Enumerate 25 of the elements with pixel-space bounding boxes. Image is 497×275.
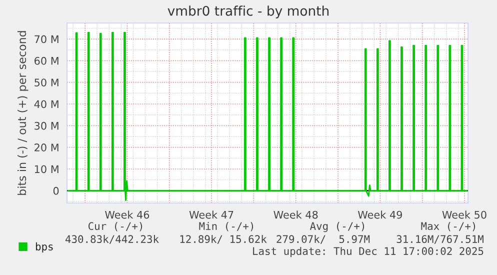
y-tick-label: 30 M — [34, 122, 58, 130]
y-tick-label: 0 — [53, 186, 59, 195]
y-tick-label: 20 M — [34, 144, 58, 152]
y-tick-label: 10 M — [34, 165, 58, 174]
x-tick-label: Week 48 — [274, 210, 318, 219]
text: Min (-/+) — [199, 222, 254, 232]
y-tick-label: 60 M — [34, 56, 58, 65]
text: 279.07k/ 5.97M — [276, 234, 370, 244]
legend-label: bps — [36, 242, 53, 253]
x-tick-label: Week 46 — [105, 210, 150, 219]
x-tick-label: Week 49 — [358, 210, 402, 219]
y-axis-title: bits in (-) / out (+) per second — [18, 31, 28, 195]
y-tick-label: 50 M — [34, 78, 58, 86]
text: 430.83k/442.23k — [65, 234, 159, 244]
text: Avg (-/+) — [310, 222, 364, 232]
chart-title: vmbr0 traffic - by month — [168, 6, 329, 18]
x-tick-label: Week 50 — [442, 210, 486, 219]
x-tick-label: Week 47 — [189, 210, 234, 219]
text: Cur (-/+) — [88, 222, 142, 232]
text: Last update: Thu Dec 11 17:00:02 2025 — [253, 246, 484, 258]
text: Max (-/+) — [421, 222, 476, 232]
y-tick-label: 40 M — [34, 100, 58, 108]
text: 31.16M/767.51M — [396, 235, 484, 244]
y-tick-label: 70 M — [34, 35, 58, 44]
text: 12.89k/ 15.62k — [180, 234, 267, 244]
